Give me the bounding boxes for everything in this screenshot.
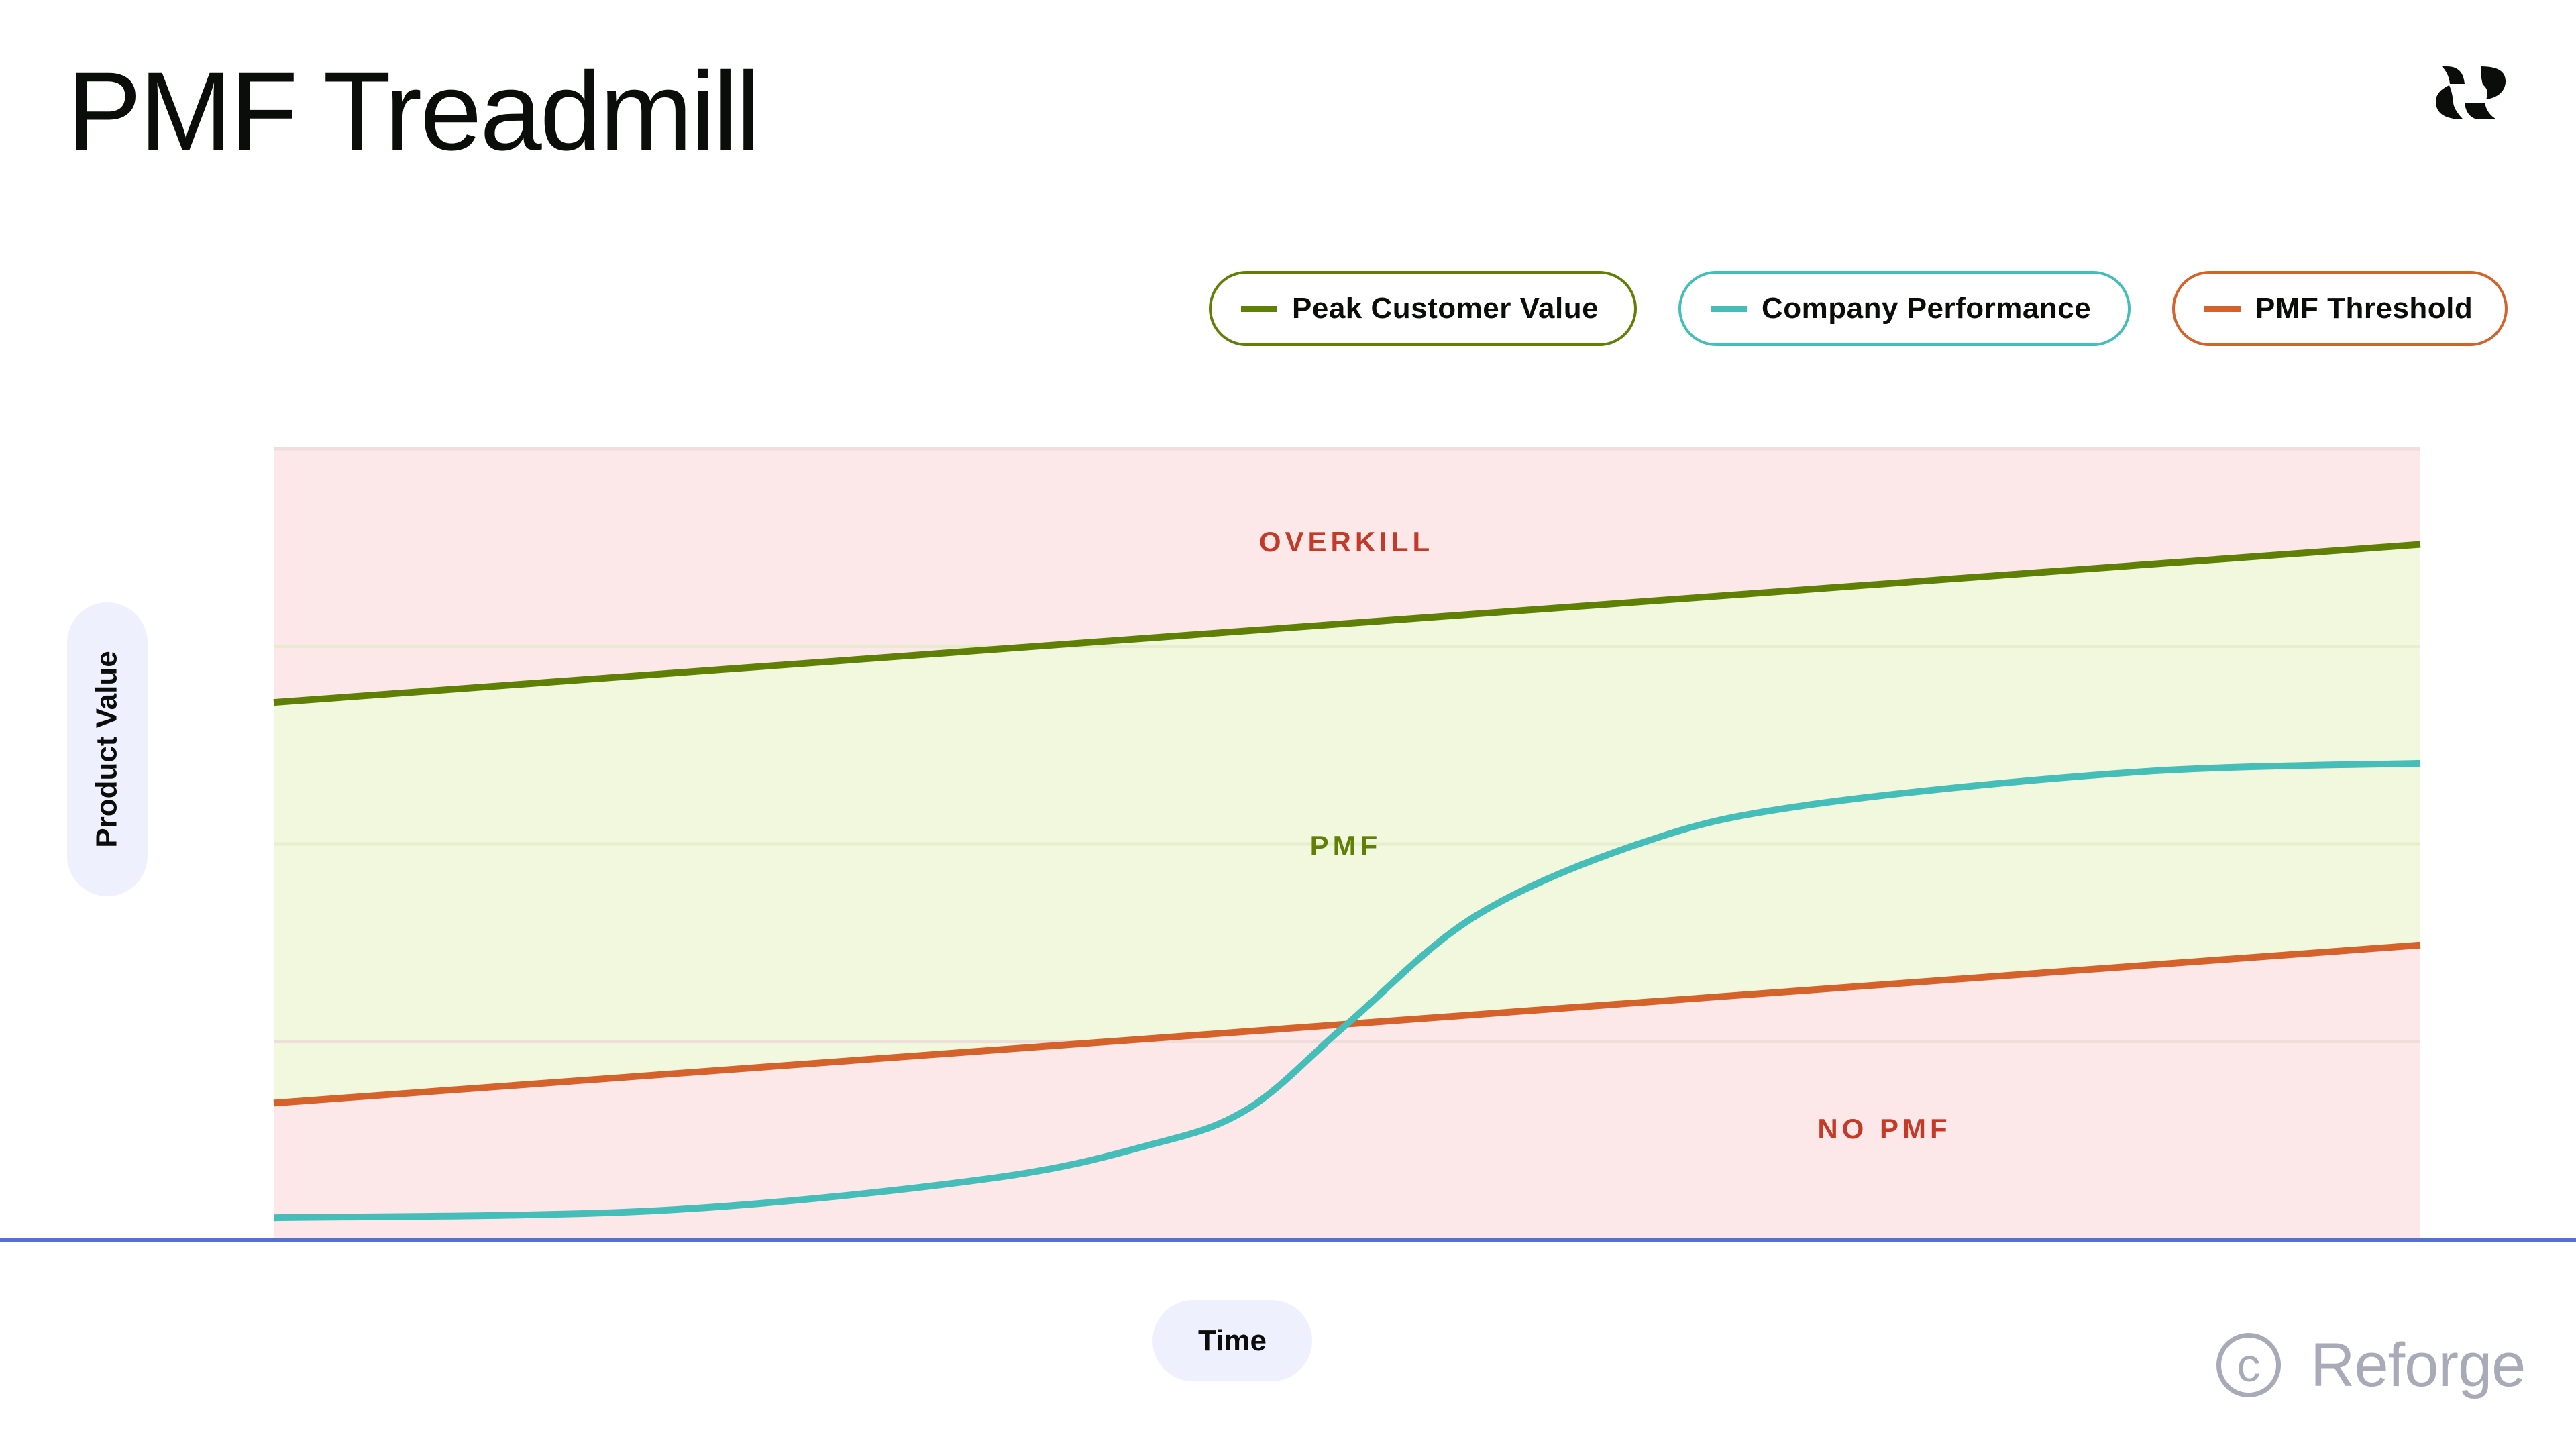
- legend-line-icon: [1711, 305, 1747, 312]
- no-pmf-label: NO PMF: [1817, 1113, 1951, 1144]
- page-title: PMF Treadmill: [67, 50, 761, 174]
- pmf-region: [274, 544, 2420, 1104]
- legend-line-icon: [2204, 305, 2241, 312]
- x-axis-label-pill: Time: [1152, 1300, 1312, 1381]
- company-performance-curve: [273, 759, 2421, 1222]
- legend-label: PMF Threshold: [2255, 292, 2473, 325]
- footer-brand-name: Reforge: [2310, 1330, 2526, 1399]
- legend-item-company-performance[interactable]: Company Performance: [1678, 271, 2131, 346]
- legend-item-peak-customer-value[interactable]: Peak Customer Value: [1209, 271, 1637, 346]
- footer-brand: c Reforge: [2216, 1328, 2526, 1402]
- legend-line-icon: [1241, 305, 1277, 312]
- gridlines: [274, 447, 2420, 1043]
- copyright-icon: c: [2216, 1333, 2281, 1397]
- y-axis-label-pill: Product Value: [67, 602, 148, 896]
- pmf-label: PMF: [1309, 830, 1382, 861]
- legend-item-pmf-threshold[interactable]: PMF Threshold: [2172, 271, 2508, 346]
- overkill-label: OVERKILL: [1258, 526, 1434, 557]
- legend-label: Company Performance: [1762, 292, 2092, 325]
- legend-label: Peak Customer Value: [1292, 292, 1599, 325]
- reforge-logo-icon: [2436, 66, 2506, 119]
- peak-customer-value-line: [273, 541, 2421, 706]
- y-axis-label: Product Value: [91, 651, 124, 848]
- x-axis-label: Time: [1198, 1324, 1267, 1357]
